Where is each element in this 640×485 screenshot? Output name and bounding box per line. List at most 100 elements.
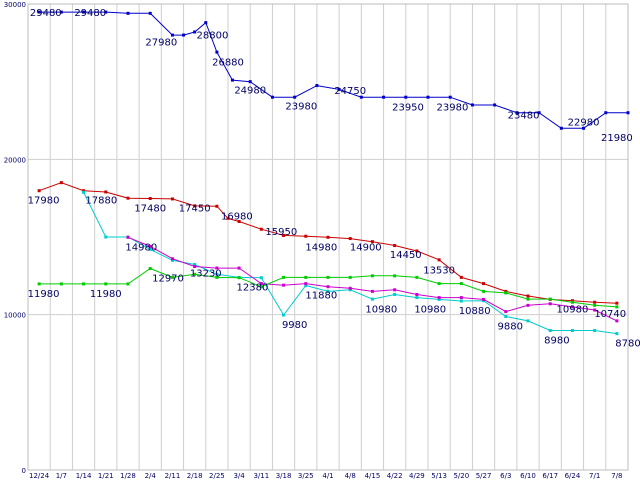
data-label: 24750 [334, 86, 366, 97]
data-point-magenta [526, 303, 530, 307]
data-point-blue [104, 10, 108, 14]
data-point-magenta [348, 286, 352, 290]
data-label: 14980 [305, 242, 337, 253]
data-point-magenta [415, 292, 419, 296]
data-point-blue [170, 33, 174, 37]
series-line-blue [39, 11, 628, 129]
data-point-red [59, 181, 63, 185]
data-point-magenta [215, 266, 219, 270]
data-label: 11880 [305, 290, 337, 301]
data-label: 8780 [615, 339, 640, 350]
data-point-magenta [593, 308, 597, 312]
data-point-green [348, 275, 352, 279]
data-label: 21980 [601, 133, 633, 144]
data-point-cyan [437, 297, 441, 301]
x-tick-label: 12/24 [29, 472, 50, 480]
data-point-cyan [459, 299, 463, 303]
data-point-green [437, 282, 441, 286]
data-point-green [193, 272, 197, 276]
x-tick-label: 3/18 [276, 472, 292, 480]
data-point-cyan [215, 272, 219, 276]
data-point-magenta [170, 257, 174, 261]
series [37, 10, 630, 336]
data-point-green [304, 275, 308, 279]
data-point-red [370, 240, 374, 244]
data-point-green [82, 282, 86, 286]
x-tick-label: 6/17 [542, 472, 558, 480]
data-labels: 29480 29480 27980 28800 26880 24980 23980 24750… [28, 8, 640, 350]
data-label: 17480 [134, 203, 166, 214]
x-tick-label: 3/25 [298, 472, 314, 480]
data-point-cyan [104, 235, 108, 239]
x-tick-label: 5/27 [476, 472, 492, 480]
data-point-blue [248, 80, 252, 84]
data-point-blue [204, 21, 208, 25]
data-point-blue [59, 10, 63, 14]
data-point-blue [559, 126, 563, 130]
data-point-red [282, 233, 286, 237]
data-point-magenta [148, 244, 152, 248]
data-point-blue [182, 33, 186, 37]
data-point-blue [230, 78, 234, 82]
data-point-blue [493, 103, 497, 107]
data-point-magenta [393, 288, 397, 292]
data-point-cyan [526, 319, 530, 323]
data-point-green [548, 297, 552, 301]
data-point-green [326, 275, 330, 279]
data-point-green [170, 275, 174, 279]
data-point-red [437, 258, 441, 262]
data-label: 14900 [350, 242, 382, 253]
data-point-green [393, 274, 397, 278]
data-point-green [593, 303, 597, 307]
data-point-magenta [259, 282, 263, 286]
data-point-magenta [482, 297, 486, 301]
data-point-cyan [415, 296, 419, 300]
data-point-blue [626, 111, 630, 115]
data-point-magenta [570, 305, 574, 309]
data-point-blue [126, 11, 130, 15]
x-tick-label: 5/20 [453, 472, 469, 480]
data-point-blue [404, 95, 408, 99]
data-point-blue [470, 103, 474, 107]
data-point-red [393, 244, 397, 248]
data-point-cyan [548, 329, 552, 333]
data-point-cyan [193, 262, 197, 266]
data-label: 27980 [145, 37, 177, 48]
data-point-blue [315, 84, 319, 88]
data-point-green [259, 285, 263, 289]
data-label: 24980 [234, 85, 266, 96]
data-point-cyan [504, 315, 508, 319]
data-point-cyan [348, 288, 352, 292]
x-tick-label: 1/7 [56, 472, 67, 480]
y-tick-label: 0 [22, 467, 26, 475]
x-tick-label: 4/1 [322, 472, 333, 480]
data-label: 23980 [437, 103, 469, 114]
data-point-red [215, 204, 219, 208]
data-point-cyan [170, 258, 174, 262]
data-point-blue [337, 87, 341, 91]
data-point-blue [515, 111, 519, 115]
x-tick-label: 5/13 [431, 472, 447, 480]
data-label: 10980 [557, 304, 589, 315]
data-point-green [282, 275, 286, 279]
data-label: 11980 [90, 289, 122, 300]
data-label: 12380 [237, 283, 269, 294]
data-point-blue [293, 95, 297, 99]
x-tick-label: 1/28 [120, 472, 136, 480]
y-tick-label: 20000 [4, 156, 26, 164]
data-label: 8980 [544, 336, 569, 347]
data-point-green [37, 282, 41, 286]
data-point-red [126, 196, 130, 200]
x-tick-label: 4/8 [345, 472, 356, 480]
data-label: 28800 [197, 30, 229, 41]
data-label: 17880 [85, 196, 117, 207]
data-label: 22980 [568, 117, 600, 128]
data-point-red [82, 189, 86, 193]
data-label: 9980 [282, 320, 307, 331]
y-tick-label: 30000 [4, 1, 26, 9]
data-label: 26880 [212, 57, 244, 68]
data-point-magenta [193, 265, 197, 269]
data-label: 10980 [414, 304, 446, 315]
data-label: 23980 [285, 102, 317, 113]
data-point-green [59, 282, 63, 286]
